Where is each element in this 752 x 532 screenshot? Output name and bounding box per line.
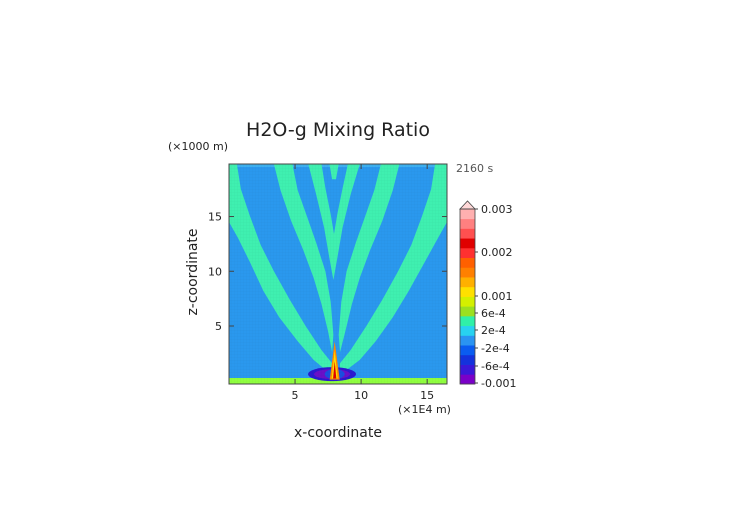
colorbar-swatch-0 [460,374,475,385]
y-tick-label-2: 15 [208,211,222,224]
colorbar-swatch-4 [460,335,475,346]
y-tick-label-1: 10 [208,265,222,278]
colorbar-label-7: -0.001 [481,377,516,390]
colorbar-label-1: 0.002 [481,246,513,259]
colorbar-swatch-17 [460,209,475,220]
colorbar-label-5: -2e-4 [481,342,510,355]
x-tick-label-1: 10 [354,389,368,402]
colorbar-label-6: -6e-4 [481,360,510,373]
grid-overlay [229,164,447,384]
colorbar-swatch-13 [460,247,475,259]
y-unit-label: (×1000 m) [168,140,228,153]
colorbar-swatch-9 [460,286,475,297]
colorbar-swatch-16 [460,218,475,229]
axis-ticks: 5 10 15 5 10 15 [208,164,447,402]
x-tick-label-2: 15 [420,389,434,402]
colorbar-label-0: 0.003 [481,203,513,216]
colorbar-swatch-12 [460,257,475,268]
time-label: 2160 s [456,162,493,175]
colorbar-swatch-8 [460,296,475,307]
colorbar-swatch-1 [460,364,475,375]
plot-area [228,163,448,385]
y-axis-label: z-coordinate [185,228,201,315]
x-tick-label-0: 5 [292,389,299,402]
colorbar-swatch-11 [460,267,475,278]
colorbar-overflow-arrow [459,200,476,210]
y-tick-label-0: 5 [215,320,222,333]
x-unit-label: (×1E4 m) [398,403,451,416]
colorbar-swatch-10 [460,277,475,288]
x-axis-label: x-coordinate [294,425,382,441]
colorbar-swatch-7 [460,306,475,317]
colorbar-swatch-2 [460,354,475,365]
colorbar-swatch-6 [460,315,475,327]
colorbar-label-3: 6e-4 [481,307,506,320]
colorbar-label-2: 0.001 [481,290,513,303]
colorbar-swatch-5 [460,325,475,336]
plot-frame [228,163,448,385]
colorbar-swatch-15 [460,228,475,239]
colorbar-label-4: 2e-4 [481,324,506,337]
chart-title: H2O-g Mixing Ratio [246,119,430,141]
colorbar: 0.003 0.002 0.001 6e-4 2e-4 -2e-4 -6e-4 -0.001 [459,200,516,390]
colorbar-swatch-14 [460,238,475,249]
colorbar-swatch-3 [460,345,475,356]
